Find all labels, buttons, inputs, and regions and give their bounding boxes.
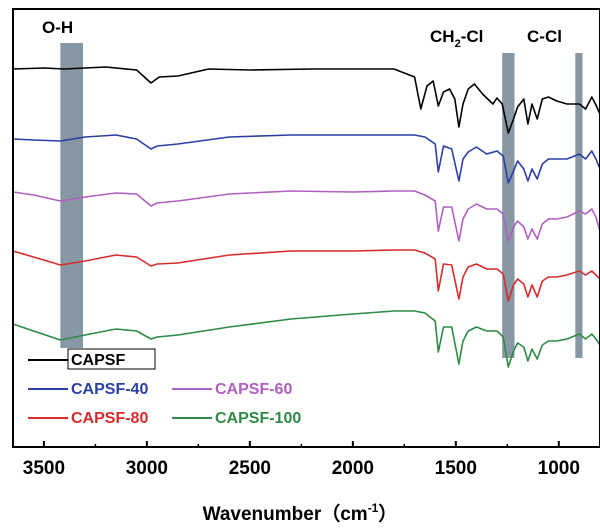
legend-label-capsf: CAPSF [71, 352, 125, 369]
legend-label-capsf-80: CAPSF-80 [71, 410, 148, 427]
x-axis-ticks: 3500 3000 2500 2000 1500 1000 [23, 441, 580, 479]
x-tick-label: 2500 [229, 458, 271, 479]
series-line-capsf-100 [12, 310, 600, 368]
legend-label-capsf-60: CAPSF-60 [215, 381, 292, 398]
x-tick-label: 2000 [332, 458, 374, 479]
plot-frame [12, 8, 600, 448]
x-tick-label: 1500 [435, 458, 477, 479]
series-line-capsf-40 [12, 134, 600, 184]
spectra-series [12, 66, 600, 368]
band-ch2-cl [502, 53, 515, 358]
x-tick-label: 3000 [126, 458, 168, 479]
series-line-capsf [12, 66, 600, 134]
legend-label-capsf-40: CAPSF-40 [71, 381, 148, 398]
series-line-capsf-60 [12, 190, 600, 242]
legend-label-capsf-100: CAPSF-100 [215, 410, 301, 427]
annotation-oh: O-H [42, 18, 73, 37]
series-line-capsf-80 [12, 249, 600, 302]
x-tick-label: 1000 [538, 458, 580, 479]
band-c-cl [575, 53, 583, 358]
x-tick-label: 3500 [23, 458, 65, 479]
x-axis-title: Wavenumber（cm-1） [203, 501, 398, 525]
annotation-ch2cl: CH2-Cl [430, 27, 483, 50]
highlight-bands [60, 43, 583, 358]
annotation-ccl: C-Cl [527, 27, 562, 46]
band-o-h [60, 43, 84, 348]
legend: CAPSF CAPSF-40 CAPSF-60 CAPSF-80 CAPSF-100 [28, 348, 301, 427]
